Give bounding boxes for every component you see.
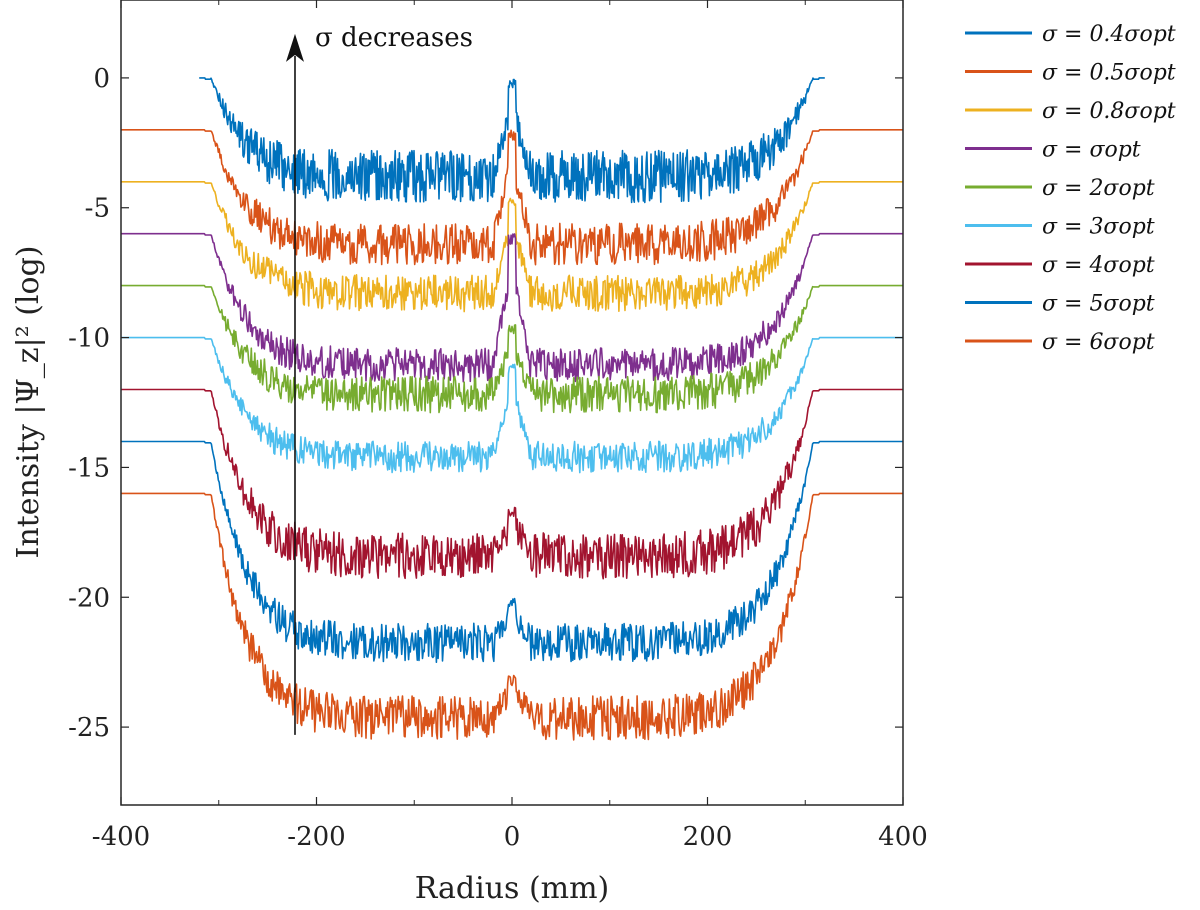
legend-label: σ = 0.4σopt — [1042, 22, 1176, 47]
legend: σ = 0.4σopt σ = 0.5σopt σ = 0.8σopt σ = σop… — [965, 22, 1176, 355]
x-tick-labels: -400 -200 0 200 400 — [92, 822, 928, 852]
legend-label: σ = 2σopt — [1042, 176, 1155, 201]
legend-label: σ = 4σopt — [1042, 253, 1155, 278]
x-tick-label: -200 — [287, 822, 345, 852]
axis-ticks — [120, 0, 904, 805]
annotation-label: σ decreases — [315, 23, 473, 53]
y-tick-label: -5 — [85, 194, 110, 224]
legend-label: σ = 0.8σopt — [1042, 99, 1176, 124]
x-tick-label: 0 — [504, 822, 521, 852]
y-tick-label: -10 — [68, 324, 110, 354]
x-tick-label: 400 — [878, 822, 928, 852]
x-tick-label: 200 — [683, 822, 733, 852]
series-line — [121, 336, 903, 474]
annotation-arrow-head — [285, 33, 304, 62]
series-line — [121, 129, 903, 266]
y-tick-label: -15 — [68, 453, 110, 483]
plot-area — [121, 77, 903, 741]
series-line — [121, 284, 903, 414]
legend-label: σ = 5σopt — [1042, 292, 1155, 317]
y-tick-labels: 0 -5 -10 -15 -20 -25 — [68, 64, 110, 743]
legend-label: σ = σopt — [1042, 138, 1141, 163]
y-axis-title: Intensity |Ψ_z|² (log) — [11, 246, 46, 559]
series-line — [121, 440, 903, 664]
sigma-annotation: σ decreases — [285, 23, 473, 735]
legend-label: σ = 0.5σopt — [1042, 61, 1176, 86]
y-tick-label: 0 — [93, 64, 110, 94]
y-tick-label: -20 — [68, 583, 110, 613]
legend-label: σ = 3σopt — [1042, 215, 1155, 240]
series-line — [121, 232, 903, 383]
series-line — [199, 77, 825, 204]
series-line — [121, 388, 903, 580]
x-axis-title: Radius (mm) — [415, 871, 610, 906]
series-line — [121, 181, 903, 313]
y-tick-label: -25 — [68, 713, 110, 743]
legend-label: σ = 6σopt — [1042, 330, 1155, 355]
series-line — [121, 492, 903, 741]
x-tick-label: -400 — [92, 822, 150, 852]
